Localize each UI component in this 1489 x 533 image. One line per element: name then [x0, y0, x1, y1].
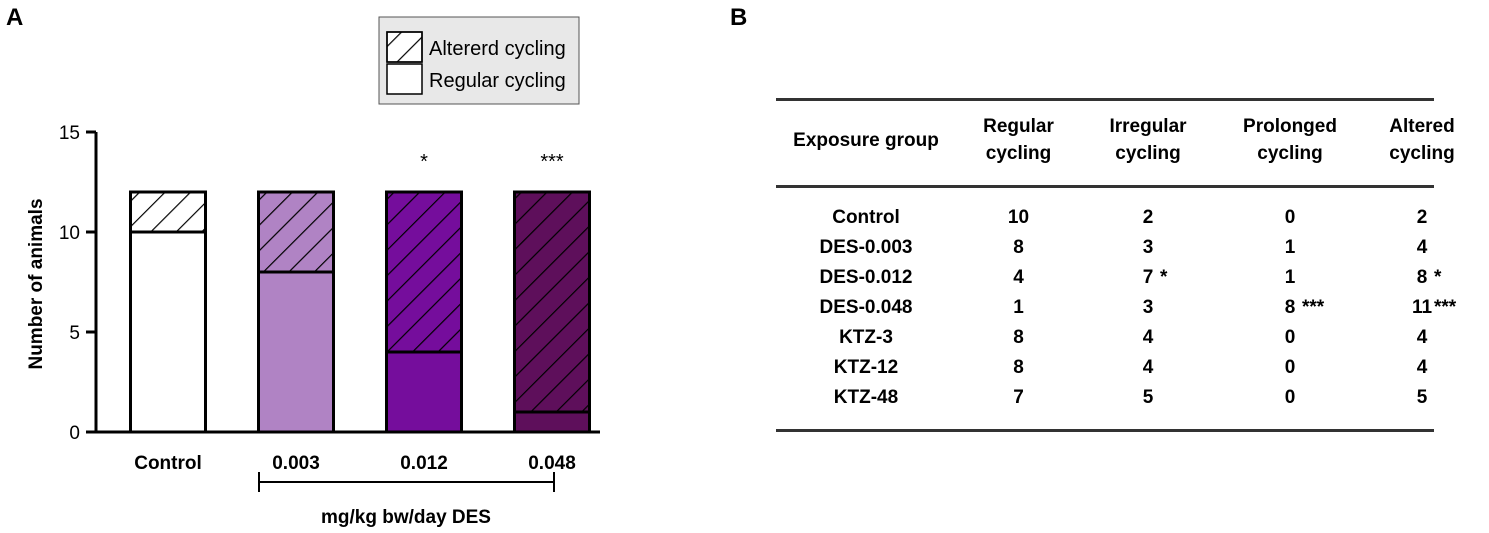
cell-prolonged: 0	[1284, 387, 1296, 408]
cell-group: KTZ-12	[833, 357, 899, 378]
header-regular-line2: cycling	[985, 143, 1052, 164]
cell-altered: 4	[1416, 357, 1428, 378]
y-tick-label: 5	[69, 323, 80, 344]
cell-regular: 4	[1013, 267, 1024, 288]
cell-altered: 4	[1416, 327, 1428, 348]
cell-altered: 8	[1416, 267, 1428, 288]
legend-label-regular: Regular cycling	[429, 70, 566, 92]
cell-group: KTZ-48	[833, 387, 899, 408]
cell-irregular: 4	[1142, 327, 1154, 348]
stacked-bar-chart: Control 0.003 0.012 * 0.048 *** 0 5 10 15 Alterer…	[26, 16, 600, 528]
bar-hatch-0.003	[257, 190, 335, 274]
cell-regular: 1	[1013, 297, 1024, 318]
cell-prolonged: 0	[1284, 327, 1296, 348]
header-prolonged: Prolonged cycling	[1230, 113, 1350, 167]
cell-altered: 2	[1416, 207, 1428, 228]
cell-regular: 10	[1007, 207, 1030, 228]
table-row: KTZ-48 7 5 0 5	[776, 383, 1434, 413]
bar-hatch-0.048	[513, 190, 591, 414]
table-row: KTZ-3 8 4 0 4	[776, 323, 1434, 353]
significance-mark: ***	[540, 151, 564, 173]
cell-altered: 5	[1416, 387, 1428, 408]
cell-altered: 11	[1411, 297, 1433, 318]
header-prolonged-line2: cycling	[1257, 143, 1323, 164]
cell-irregular: 5	[1142, 387, 1154, 408]
header-irregular: Irregular cycling	[1088, 113, 1208, 167]
significance-altered: *	[1434, 267, 1442, 288]
cell-group: DES-0.003	[819, 237, 913, 258]
cell-prolonged: 0	[1284, 357, 1296, 378]
x-tick-label: 0.012	[400, 453, 448, 474]
header-altered-line2: cycling	[1389, 143, 1455, 164]
cell-irregular: 3	[1142, 297, 1154, 318]
cell-prolonged: 8	[1284, 297, 1296, 318]
header-prolonged-line1: Prolonged	[1243, 116, 1337, 137]
header-exposure-group: Exposure group	[776, 127, 956, 154]
cell-irregular: 3	[1142, 237, 1154, 258]
header-altered: Altered cycling	[1362, 113, 1482, 167]
significance-mark: *	[420, 151, 428, 173]
header-irregular-line1: Irregular	[1109, 116, 1187, 137]
panel-label-a: A	[6, 4, 24, 31]
cell-regular: 8	[1013, 357, 1024, 378]
cell-irregular: 4	[1142, 357, 1154, 378]
cell-prolonged: 1	[1284, 267, 1296, 288]
bar-regular-0.012	[385, 350, 463, 434]
significance-altered: ***	[1434, 297, 1457, 318]
x-tick-label: Control	[134, 453, 202, 474]
x-tick-label: 0.003	[272, 453, 320, 474]
cell-irregular: 7	[1142, 267, 1154, 288]
header-exposure-group-text: Exposure group	[793, 130, 939, 151]
table-row: Control 10 2 0 2	[776, 203, 1434, 233]
header-altered-line1: Altered	[1389, 116, 1455, 137]
significance-irregular: *	[1160, 267, 1168, 288]
legend-label-altered: Altererd cycling	[429, 38, 566, 60]
cell-prolonged: 1	[1284, 237, 1296, 258]
header-regular-line1: Regular	[983, 116, 1054, 137]
legend: Altererd cycling Regular cycling	[378, 16, 580, 105]
x-tick-label: 0.048	[528, 453, 576, 474]
x-axis-label: mg/kg bw/day DES	[321, 507, 491, 528]
cell-group: Control	[832, 207, 900, 228]
legend-swatch-hatch-lines	[386, 31, 423, 63]
cell-regular: 8	[1013, 237, 1024, 258]
cell-irregular: 2	[1142, 207, 1154, 228]
table-row: DES-0.003 8 3 1 4	[776, 233, 1434, 263]
cell-group: DES-0.012	[819, 267, 913, 288]
table-row: DES-0.012 4 7 * 1 8 *	[776, 263, 1442, 293]
bar-regular-Control	[129, 230, 207, 434]
legend-swatch-solid	[386, 63, 423, 95]
y-tick-label: 15	[59, 123, 80, 144]
cell-altered: 4	[1416, 237, 1428, 258]
cell-regular: 8	[1013, 327, 1024, 348]
cell-prolonged: 0	[1284, 207, 1296, 228]
significance-prolonged: ***	[1302, 297, 1325, 318]
bar-regular-0.048	[513, 410, 591, 434]
panel-label-b: B	[730, 4, 748, 31]
table-top-rule	[776, 98, 1434, 101]
cell-group: KTZ-3	[839, 327, 893, 348]
bar-hatch-Control	[129, 190, 207, 234]
table-header-rule	[776, 185, 1434, 188]
y-axis-label: Number of animals	[26, 198, 47, 369]
y-tick-label: 10	[59, 223, 80, 244]
header-irregular-line2: cycling	[1115, 143, 1181, 164]
table-row: KTZ-12 8 4 0 4	[776, 353, 1434, 383]
bar-regular-0.003	[257, 270, 335, 434]
y-tick-label: 0	[69, 423, 80, 444]
cell-regular: 7	[1013, 387, 1024, 408]
table-row: DES-0.048 1 3 8 *** 11 ***	[776, 293, 1457, 323]
table-header: Exposure group Regular cycling Irregular…	[776, 98, 1455, 186]
header-regular: Regular cycling	[961, 113, 1076, 167]
table-bottom-rule	[776, 429, 1434, 432]
cell-group: DES-0.048	[819, 297, 913, 318]
bar-hatch-0.012	[385, 190, 463, 354]
